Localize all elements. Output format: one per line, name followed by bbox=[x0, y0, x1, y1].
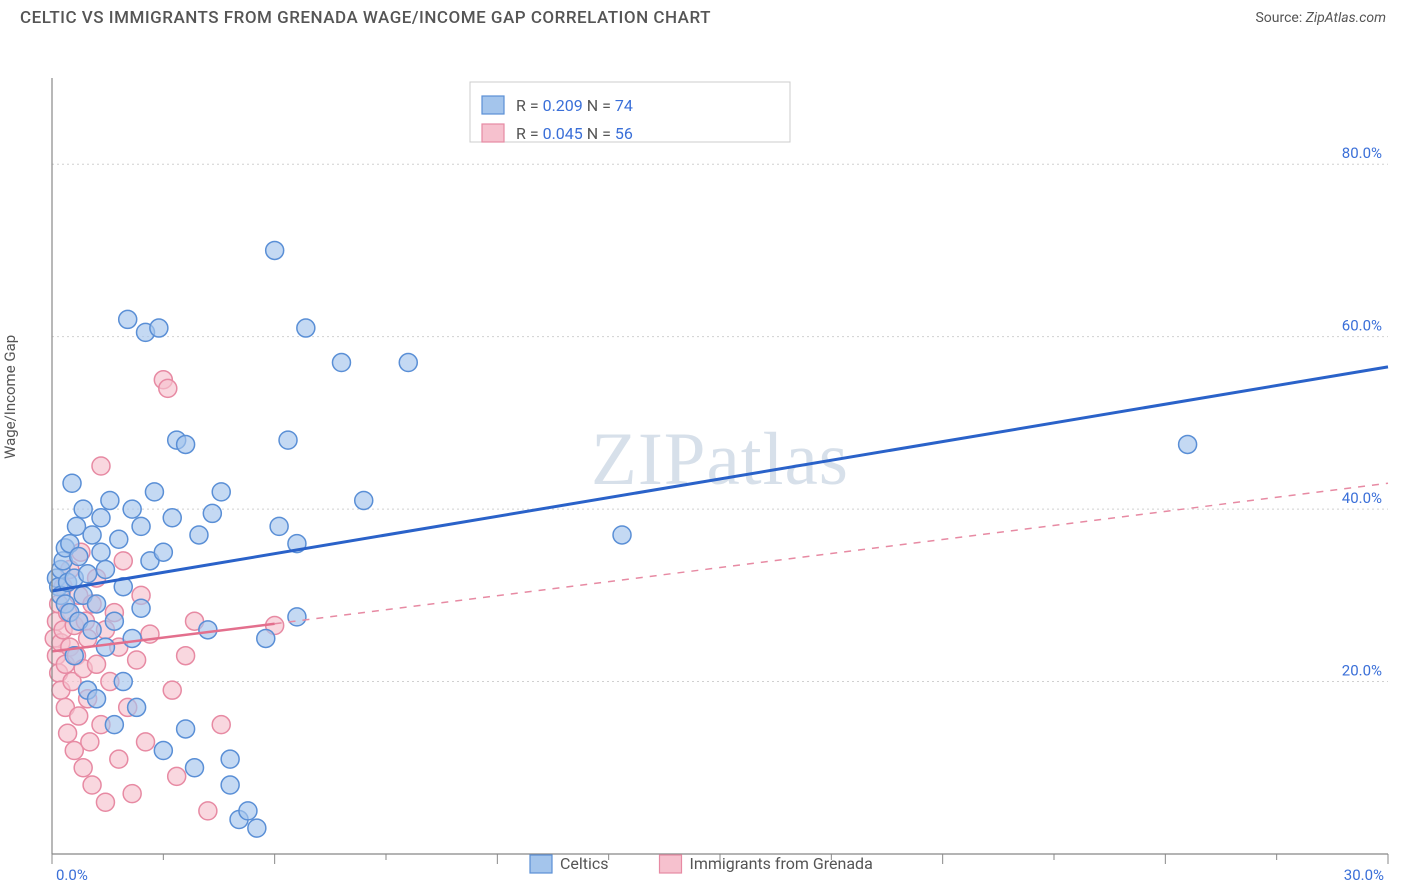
data-point bbox=[74, 759, 92, 777]
data-point bbox=[79, 565, 97, 583]
x-tick-label: 30.0% bbox=[1344, 866, 1384, 884]
data-point bbox=[83, 776, 101, 794]
y-axis-label: Wage/Income Gap bbox=[1, 335, 19, 459]
chart-container: Wage/Income Gap ZIPatlas 0.0% 30.0% 20.0% 40… bbox=[0, 34, 1406, 884]
data-point bbox=[199, 621, 217, 639]
data-point bbox=[110, 750, 128, 768]
data-point bbox=[114, 552, 132, 570]
data-point bbox=[212, 483, 230, 501]
data-point bbox=[123, 500, 141, 518]
data-point bbox=[114, 673, 132, 691]
data-point bbox=[279, 431, 297, 449]
data-point bbox=[332, 354, 350, 372]
data-point bbox=[239, 802, 257, 820]
data-point bbox=[88, 595, 106, 613]
data-point bbox=[96, 560, 114, 578]
data-point bbox=[137, 733, 155, 751]
x-tick-label: 0.0% bbox=[56, 866, 88, 884]
data-point bbox=[199, 802, 217, 820]
data-point bbox=[270, 517, 288, 535]
data-point bbox=[96, 638, 114, 656]
data-point bbox=[81, 733, 99, 751]
data-point bbox=[128, 698, 146, 716]
data-point bbox=[177, 435, 195, 453]
data-point bbox=[83, 526, 101, 544]
data-point bbox=[163, 681, 181, 699]
data-point bbox=[186, 759, 204, 777]
data-point bbox=[203, 504, 221, 522]
watermark: ZIPatlas bbox=[591, 418, 849, 501]
data-point bbox=[177, 720, 195, 738]
bottom-legend-swatch bbox=[660, 855, 682, 873]
data-point bbox=[145, 483, 163, 501]
legend-row: R = 0.045 N = 56 bbox=[516, 124, 633, 143]
data-point bbox=[59, 724, 77, 742]
data-point bbox=[399, 354, 417, 372]
data-point bbox=[132, 517, 150, 535]
y-tick-label: 40.0% bbox=[1342, 489, 1382, 507]
data-point bbox=[212, 716, 230, 734]
data-point bbox=[105, 612, 123, 630]
data-point bbox=[221, 750, 239, 768]
data-point bbox=[119, 310, 137, 328]
legend-swatch bbox=[482, 96, 504, 114]
data-point bbox=[154, 543, 172, 561]
data-point bbox=[110, 530, 128, 548]
y-tick-label: 80.0% bbox=[1342, 144, 1382, 162]
data-point bbox=[105, 716, 123, 734]
data-point bbox=[355, 491, 373, 509]
source-name: ZipAtlas.com bbox=[1306, 10, 1386, 26]
data-point bbox=[248, 819, 266, 837]
data-point bbox=[613, 526, 631, 544]
chart-title: CELTIC VS IMMIGRANTS FROM GRENADA WAGE/I… bbox=[20, 8, 711, 28]
legend-swatch bbox=[482, 124, 504, 142]
bottom-legend-label: Immigrants from Grenada bbox=[690, 854, 873, 873]
data-point bbox=[190, 526, 208, 544]
data-point bbox=[177, 647, 195, 665]
data-point bbox=[96, 793, 114, 811]
data-point bbox=[163, 509, 181, 527]
data-point bbox=[128, 651, 146, 669]
data-point bbox=[83, 621, 101, 639]
data-point bbox=[266, 241, 284, 259]
data-point bbox=[123, 629, 141, 647]
chart-header: CELTIC VS IMMIGRANTS FROM GRENADA WAGE/I… bbox=[0, 0, 1406, 34]
data-point bbox=[257, 629, 275, 647]
data-point bbox=[154, 742, 172, 760]
chart-source: Source: ZipAtlas.com bbox=[1255, 10, 1386, 26]
regression-line-celtics bbox=[52, 367, 1388, 591]
data-point bbox=[123, 785, 141, 803]
bottom-legend-label: Celtics bbox=[560, 854, 609, 873]
data-point bbox=[63, 474, 81, 492]
data-point bbox=[92, 509, 110, 527]
data-point bbox=[88, 690, 106, 708]
data-point bbox=[101, 491, 119, 509]
bottom-legend-swatch bbox=[530, 855, 552, 873]
y-tick-label: 20.0% bbox=[1342, 662, 1382, 680]
y-tick-label: 60.0% bbox=[1342, 317, 1382, 335]
data-point bbox=[92, 457, 110, 475]
data-point bbox=[132, 599, 150, 617]
regression-line-grenada-extrapolated bbox=[275, 483, 1388, 624]
source-prefix: Source: bbox=[1255, 10, 1305, 26]
data-point bbox=[168, 767, 186, 785]
data-point bbox=[288, 608, 306, 626]
scatter-chart: ZIPatlas 0.0% 30.0% 20.0% 40.0% 60.0% 80.0% R =… bbox=[0, 34, 1406, 884]
data-point bbox=[150, 319, 168, 337]
data-point bbox=[1179, 435, 1197, 453]
data-point bbox=[70, 548, 88, 566]
data-point bbox=[70, 707, 88, 725]
data-point bbox=[221, 776, 239, 794]
data-point bbox=[159, 379, 177, 397]
data-point bbox=[297, 319, 315, 337]
data-point bbox=[92, 543, 110, 561]
data-point bbox=[88, 655, 106, 673]
data-point bbox=[74, 500, 92, 518]
legend-row: R = 0.209 N = 74 bbox=[516, 96, 633, 115]
